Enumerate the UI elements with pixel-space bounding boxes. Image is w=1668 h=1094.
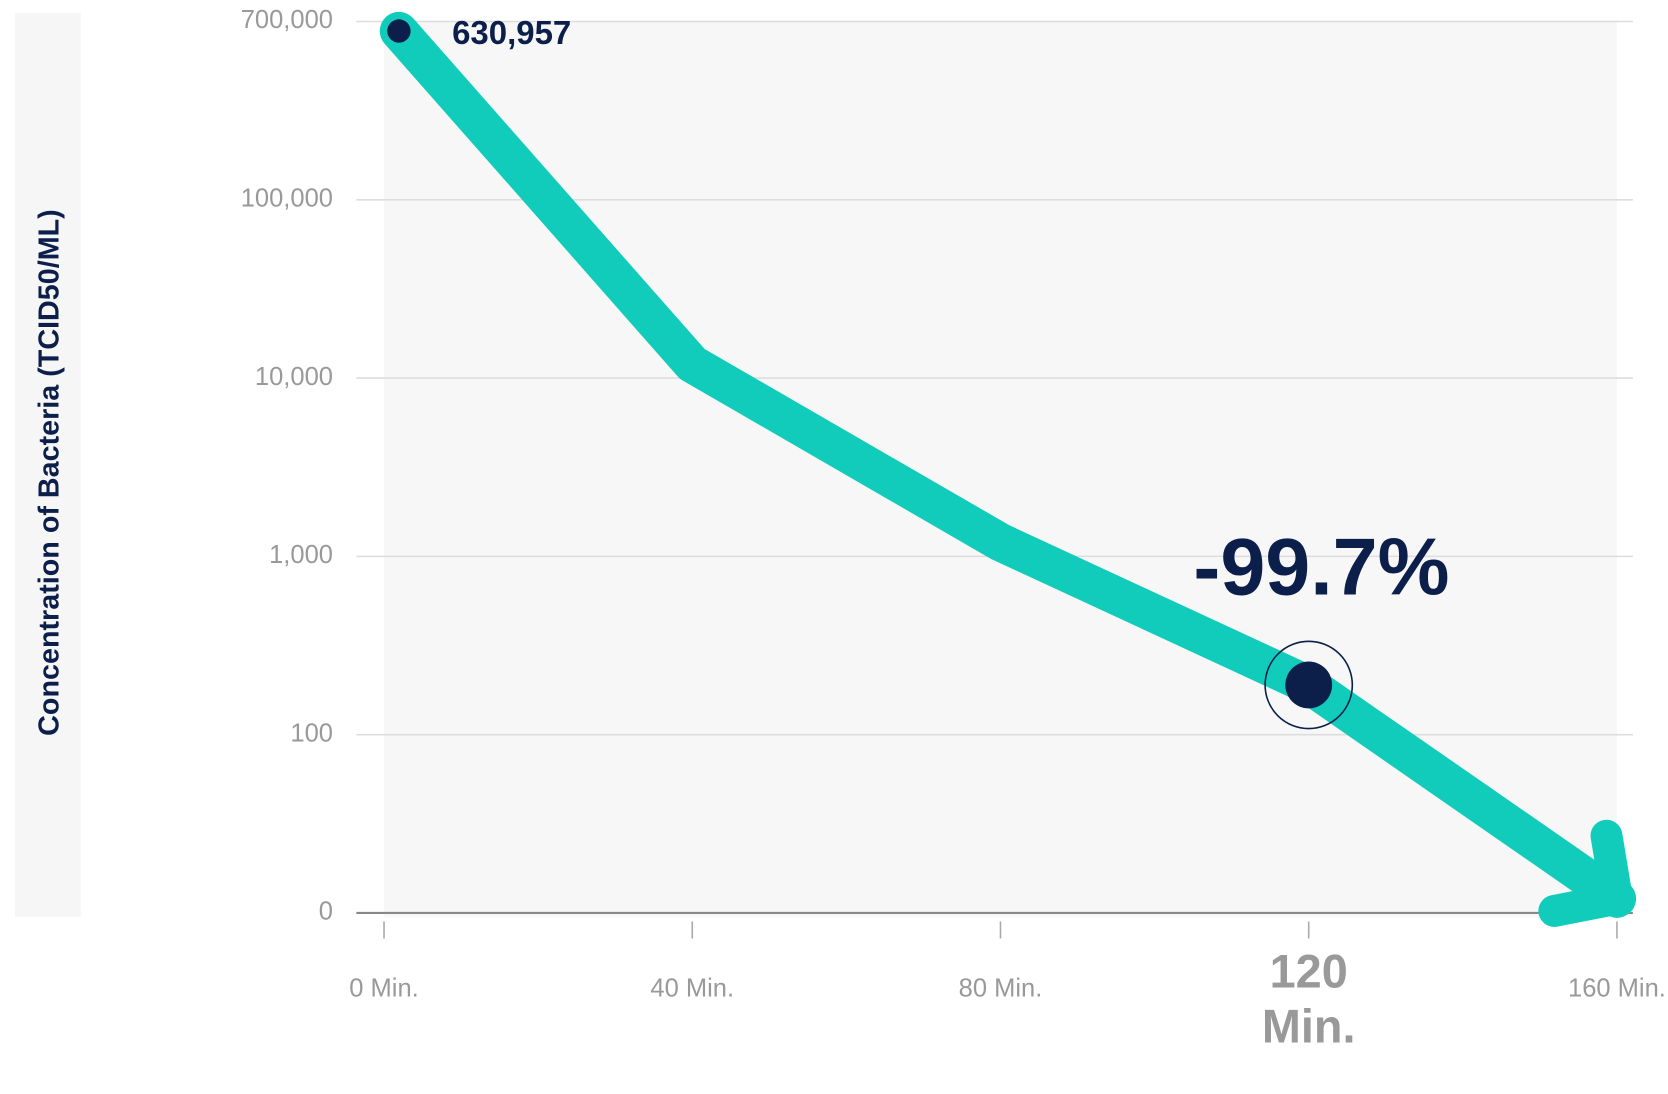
y-tick-label: 100: [290, 719, 333, 747]
arrow-head: [1538, 819, 1633, 927]
line: [379, 11, 1637, 918]
x-tick-label: 160 Min.: [1568, 974, 1666, 1002]
x-tick-label: 80 Min.: [959, 974, 1043, 1002]
y-axis-title: Concentration of Bacteria (TCID50/ML): [34, 209, 66, 736]
x-tick-label-highlight: 120 Min.: [1261, 945, 1356, 1054]
y-label-band: [14, 12, 81, 918]
point: [1285, 661, 1333, 709]
y-tick-label: 100,000: [241, 185, 333, 213]
point-ring: [1264, 640, 1354, 730]
y-tick-label: 1,000: [269, 541, 333, 569]
x-tick-label: 0 Min.: [349, 974, 418, 1002]
y-tick-label: 0: [319, 898, 333, 926]
point: [387, 19, 411, 43]
y-tick-label: 700,000: [241, 6, 333, 34]
x-tick-label: 40 Min.: [650, 974, 734, 1002]
x-tick-label: 120 Min.: [1261, 945, 1356, 1054]
annotation: -99.7%: [1193, 523, 1449, 613]
y-tick-label: 10,000: [255, 363, 333, 391]
data-label: 630,957: [452, 14, 571, 51]
